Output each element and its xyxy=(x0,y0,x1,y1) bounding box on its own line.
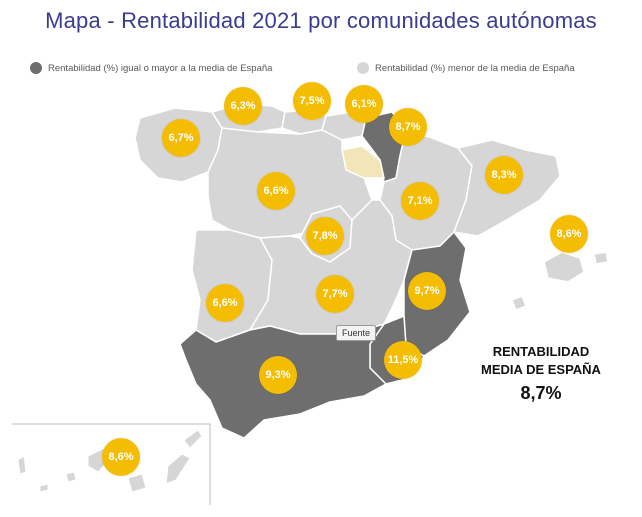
bubble-canarias: 8,6% xyxy=(102,438,140,476)
bubble-castilla-leon: 6,6% xyxy=(257,172,295,210)
bubble-navarra: 8,7% xyxy=(389,108,427,146)
bubble-extremadura: 6,6% xyxy=(206,284,244,322)
source-tooltip: Fuente xyxy=(336,325,377,341)
bubble-galicia: 6,7% xyxy=(162,119,200,157)
bubble-castilla-la-mancha: 7,7% xyxy=(316,275,354,313)
legend-above-average: Rentabilidad (%) igual o mayor a la medi… xyxy=(30,62,272,74)
bubble-valenciana: 9,7% xyxy=(408,272,446,310)
average-label-line2: MEDIA DE ESPAÑA xyxy=(481,362,601,377)
average-value: 8,7% xyxy=(520,383,562,403)
legend-below-average: Rentabilidad (%) menor de la media de Es… xyxy=(357,62,575,74)
bubble-cataluna: 8,3% xyxy=(485,156,523,194)
bubble-madrid: 7,8% xyxy=(306,217,344,255)
legend-above-label: Rentabilidad (%) igual o mayor a la medi… xyxy=(48,62,273,74)
bubble-murcia: 11,5% xyxy=(384,341,422,379)
island-el-hierro xyxy=(39,483,49,493)
region-ibiza xyxy=(511,295,527,311)
bubble-cantabria: 7,5% xyxy=(293,82,331,120)
bubble-asturias: 6,3% xyxy=(224,87,262,125)
region-menorca xyxy=(593,251,609,265)
bubble-baleares: 8,6% xyxy=(550,215,588,253)
legend-below-label: Rentabilidad (%) menor de la media de Es… xyxy=(375,62,575,74)
map-title: Mapa - Rentabilidad 2021 por comunidades… xyxy=(45,8,597,33)
legend-light-dot-icon xyxy=(357,62,369,74)
average-summary: RENTABILIDAD MEDIA DE ESPAÑA 8,7% xyxy=(476,343,606,404)
region-baleares xyxy=(543,251,585,283)
legend-dark-dot-icon xyxy=(30,62,42,74)
bubble-pais-vasco: 6,1% xyxy=(345,85,383,123)
average-label: RENTABILIDAD MEDIA DE ESPAÑA xyxy=(476,343,606,379)
island-la-gomera xyxy=(65,471,77,483)
island-la-palma xyxy=(17,455,27,475)
average-label-line1: RENTABILIDAD xyxy=(492,344,590,359)
island-lanzarote xyxy=(183,429,203,449)
island-fuerteventura xyxy=(165,453,191,485)
bubble-aragon: 7,1% xyxy=(401,182,439,220)
bubble-andalucia: 9,3% xyxy=(259,356,297,394)
island-gran-canaria xyxy=(127,473,147,493)
canarias-inset-frame xyxy=(12,423,211,505)
